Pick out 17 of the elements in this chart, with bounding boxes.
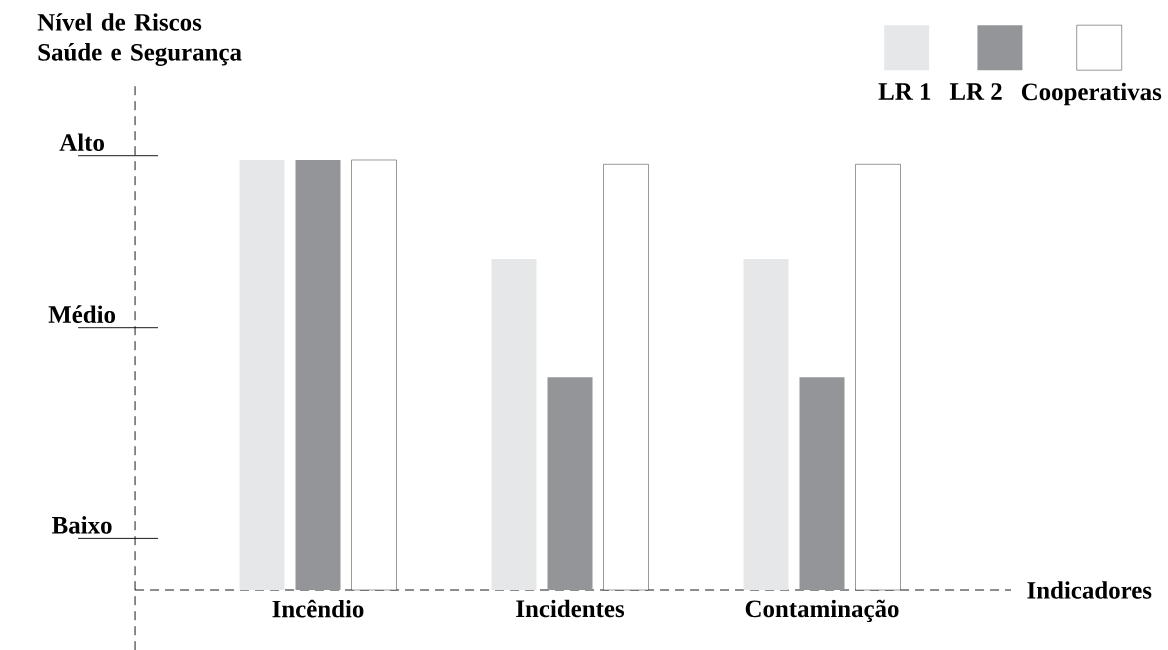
x-axis-title: Indicadores <box>1027 581 1152 599</box>
bar <box>295 159 341 590</box>
legend-label: Cooperativas <box>1021 82 1162 106</box>
bar <box>491 258 537 590</box>
x-tick-label: Incidentes <box>516 599 625 618</box>
bar <box>239 159 285 590</box>
legend-label: LR 1 <box>878 83 931 100</box>
x-tick-label: Incêndio <box>272 599 364 618</box>
text: Nível de Riscos Saúde e Segurança <box>37 13 242 66</box>
ref-line-label: Baixo <box>52 516 112 534</box>
bar <box>547 377 593 590</box>
ref-line-label: Alto <box>59 133 104 151</box>
bar <box>799 377 845 590</box>
ref-line-label: Médio <box>48 305 116 323</box>
legend-label: LR 2 <box>949 83 1002 100</box>
bar <box>743 258 789 590</box>
x-tick-label: Contaminação <box>745 599 899 623</box>
